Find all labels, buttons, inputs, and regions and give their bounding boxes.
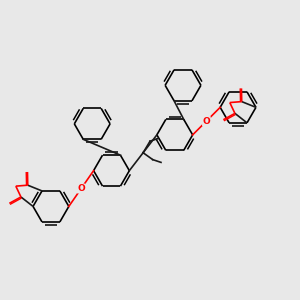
Text: O: O	[77, 184, 85, 193]
Text: O: O	[202, 117, 210, 126]
